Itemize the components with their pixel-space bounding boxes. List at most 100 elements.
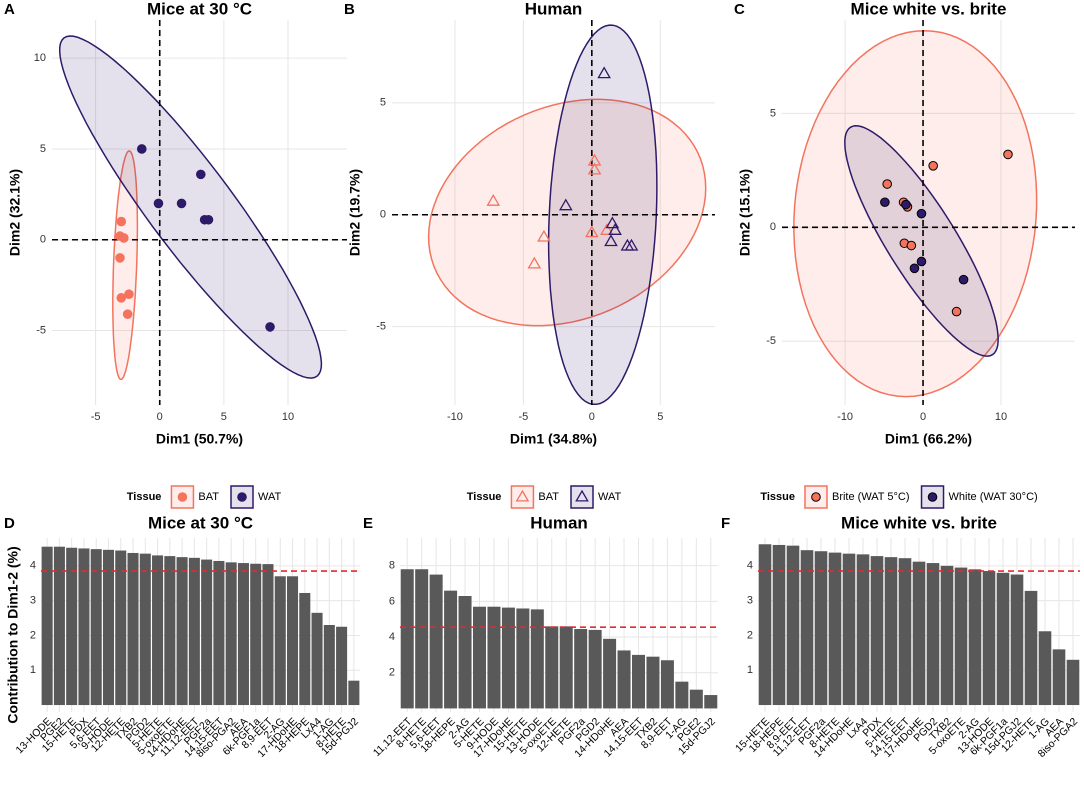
y-tick-label: 5 xyxy=(40,143,46,155)
y-axis-label: Dim2 (19.7%) xyxy=(347,169,363,256)
bar xyxy=(115,550,127,706)
bar xyxy=(102,549,115,706)
y-tick-label: 0 xyxy=(40,234,46,246)
bar xyxy=(66,547,78,706)
legend-label: White (WAT 30°C) xyxy=(949,491,1038,503)
y-tick-label: 2 xyxy=(389,667,395,679)
bar xyxy=(286,576,299,706)
bar xyxy=(348,680,360,706)
bar xyxy=(646,656,660,709)
bar xyxy=(758,544,772,706)
y-tick-label: -5 xyxy=(766,335,776,347)
point xyxy=(176,198,187,209)
confidence-ellipse xyxy=(58,35,323,379)
bar xyxy=(1024,590,1038,706)
bar xyxy=(828,552,842,706)
bar xyxy=(127,552,139,706)
legend-symbol xyxy=(811,492,821,502)
point xyxy=(119,233,129,243)
y-tick-label: 2 xyxy=(747,629,753,641)
panel-letter: D xyxy=(4,515,15,532)
panel-letter: C xyxy=(734,1,745,18)
bar xyxy=(940,565,954,706)
point xyxy=(624,238,639,251)
bar xyxy=(487,606,501,709)
bar xyxy=(772,544,786,706)
y-axis-label: Dim2 (15.1%) xyxy=(737,169,753,256)
y-tick-label: 0 xyxy=(380,209,386,221)
x-tick-label: 0 xyxy=(589,411,595,423)
bar xyxy=(704,695,718,709)
y-tick-label: 0 xyxy=(770,221,776,233)
panel-letter: B xyxy=(344,1,355,18)
y-tick-label: 4 xyxy=(747,560,753,572)
bar xyxy=(139,553,151,706)
point xyxy=(116,293,127,303)
bar xyxy=(429,574,443,709)
bar xyxy=(444,590,458,709)
bar xyxy=(188,557,200,706)
bar xyxy=(501,607,515,709)
legend-symbol xyxy=(811,492,821,502)
bar xyxy=(675,681,689,709)
confidence-ellipse xyxy=(793,29,1038,398)
point xyxy=(203,214,214,225)
legend-label: BAT xyxy=(198,491,219,503)
bar xyxy=(842,553,856,706)
bar xyxy=(176,557,188,706)
series xyxy=(558,66,639,251)
chart-title: Mice at 30 °C xyxy=(147,0,252,18)
x-axis-label: Dim1 (50.7%) xyxy=(156,431,243,447)
series xyxy=(136,144,275,332)
legend-symbol xyxy=(237,492,247,502)
y-tick-label: 3 xyxy=(747,595,753,607)
bar xyxy=(458,596,472,709)
point xyxy=(537,229,551,242)
point xyxy=(916,208,927,219)
y-tick-label: 3 xyxy=(30,595,36,607)
legend-symbol xyxy=(575,489,589,502)
series xyxy=(880,197,969,285)
bar xyxy=(201,559,213,706)
panel-letter: A xyxy=(4,1,15,18)
bar xyxy=(415,569,429,709)
bar xyxy=(78,548,90,706)
bar xyxy=(53,546,65,706)
point xyxy=(605,216,620,229)
bar xyxy=(472,606,487,709)
bar xyxy=(213,560,225,706)
bar xyxy=(41,546,53,706)
x-tick-label: 0 xyxy=(920,411,926,423)
point xyxy=(116,216,127,227)
legend-label: WAT xyxy=(258,491,281,503)
y-tick-label: -5 xyxy=(376,321,386,333)
bar xyxy=(800,550,814,706)
point xyxy=(600,223,614,235)
y-tick-label: 4 xyxy=(389,631,395,643)
y-tick-label: 10 xyxy=(34,52,46,64)
point xyxy=(1003,149,1013,160)
confidence-ellipse xyxy=(427,98,707,327)
confidence-ellipse xyxy=(112,150,139,381)
x-tick-label: -5 xyxy=(91,411,101,423)
bar xyxy=(516,608,530,709)
bar xyxy=(786,545,800,706)
bar xyxy=(311,612,323,706)
x-axis-label: Dim1 (66.2%) xyxy=(885,431,972,447)
legend-symbol xyxy=(575,489,589,502)
bar xyxy=(588,629,602,709)
y-axis-label: Dim2 (32.1%) xyxy=(7,169,23,256)
bar xyxy=(336,626,348,706)
legend-title: Tissue xyxy=(127,491,162,503)
y-tick-label: 2 xyxy=(30,629,36,641)
bar xyxy=(926,563,940,706)
bar xyxy=(323,625,335,706)
y-axis-label: Contribution to Dim1-2 (%) xyxy=(5,546,21,723)
point xyxy=(558,198,573,211)
y-tick-label: 5 xyxy=(380,97,386,109)
legend-symbol xyxy=(177,492,188,502)
point xyxy=(265,322,275,332)
legend-label: BAT xyxy=(538,491,559,503)
bar xyxy=(912,561,926,706)
